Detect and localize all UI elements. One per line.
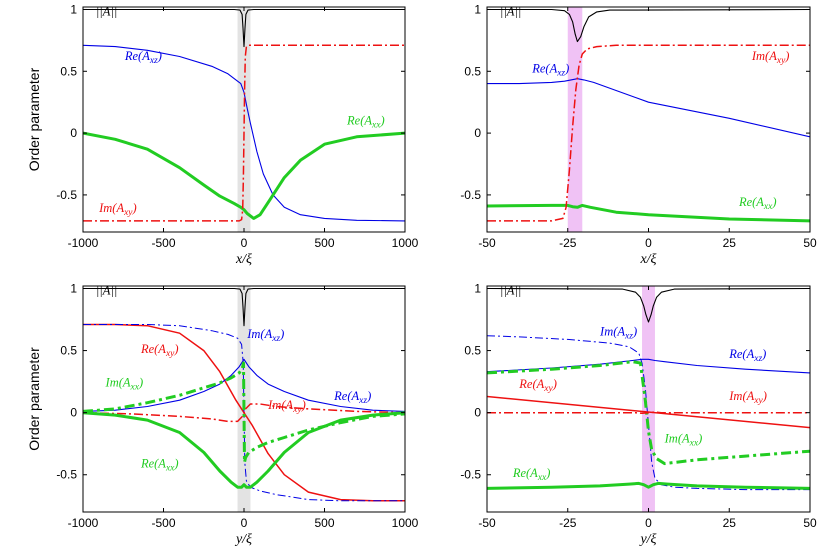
annotation-rexz: Re(Axz) [333,389,371,406]
shaded-region [642,286,655,512]
y-tick-label: 1 [474,281,481,295]
x-tick-label: 25 [723,236,737,250]
x-tick-label: 0 [645,516,652,530]
y-tick-label: -0.5 [56,188,77,202]
x-tick-label: 1000 [392,516,419,530]
y-axis-label: Order parameter [26,67,42,171]
x-axis-label: x/ξ [639,252,656,267]
x-axis-label: y/ξ [638,532,656,547]
annotation-imxz: Im(Axz) [599,325,637,342]
x-tick-label: -500 [151,516,175,530]
annotation-rexy: Re(Axy) [518,377,557,394]
annotation-rexx: Re(Axx) [738,195,777,212]
panel-bottom-left: -1000 -500 0 500 1000 1 0.5 0 -0.5 y/ξ Order param… [26,281,419,547]
y-tick-label: -0.5 [56,468,77,482]
panel-top-left: -1000 -500 0 500 1000 1 0.5 0 -0.5 x/ξ Order param… [26,2,419,267]
series-line-im-a-xy- [83,403,405,423]
x-tick-label: -50 [478,516,496,530]
x-tick-label: 500 [314,236,334,250]
x-tick-label: -1000 [68,236,99,250]
x-tick-label: 25 [723,516,737,530]
x-tick-label: 50 [803,516,817,530]
y-tick-label: 0.5 [464,64,481,78]
annotation-imxy: Im(Axy) [751,49,790,66]
series-line-re-a-xz- [487,78,810,138]
series-line---a-- [487,8,810,43]
x-tick-label: -50 [478,236,496,250]
shaded-region [567,7,583,232]
series-line---a-- [83,8,405,48]
x-tick-label: -25 [559,236,577,250]
x-axis-label: x/ξ [235,252,252,267]
y-tick-label: -0.5 [460,468,481,482]
annotation-rexx: Re(Axx) [512,466,551,483]
annotation-norm: ||A|| [96,5,117,19]
annotation-rexz: Re(Axz) [728,347,766,364]
annotation-rexz: Re(Axz) [531,62,569,79]
x-tick-label: -500 [151,236,175,250]
annotation-norm: ||A|| [500,284,521,298]
y-tick-label: -0.5 [460,188,481,202]
series-line-im-a-xy- [487,44,810,222]
x-tick-label: 1000 [392,236,419,250]
annotation-imxx: Im(Axx) [105,376,144,393]
y-tick-label: 0 [70,126,77,140]
series-line-re-a-xx- [487,203,810,223]
y-tick-label: 0 [70,406,77,420]
annotation-norm: ||A|| [500,5,521,19]
annotation-rexx: Re(Axx) [346,113,385,130]
annotation-imxx: Im(Axx) [664,431,703,448]
x-tick-label: -1000 [68,516,99,530]
annotation-imxy: Im(Axy) [267,398,306,415]
x-tick-label: 0 [241,516,248,530]
x-tick-label: -25 [559,516,577,530]
y-tick-label: 0 [474,406,481,420]
series-line---a-- [487,287,810,323]
series-line-re-a-xx- [83,131,405,220]
y-tick-label: 0.5 [60,64,77,78]
annotation-imxy: Im(Axy) [728,389,767,406]
y-tick-label: 1 [474,2,481,16]
panel-top-right: -50 -25 0 25 50 1 0.5 0 -0.5 x/ξ ||A|| Re(Axz) Im(Ax… [460,2,817,267]
series-line-re-a-xz- [83,358,405,412]
y-tick-label: 0.5 [60,344,77,358]
series-line---a-- [83,287,405,327]
annotation-imxy: Im(Axy) [98,201,137,218]
series-line-re-a-xx- [487,481,810,490]
y-tick-label: 1 [70,281,77,295]
annotation-rexz: Re(Axz) [124,49,162,66]
annotation-rexx: Re(Axx) [140,456,179,473]
x-tick-label: 50 [803,236,817,250]
panel-bottom-right: -50 -25 0 25 50 1 0.5 0 -0.5 y/ξ ||A|| Im(Axz) Re(Ax… [460,281,817,547]
series-line-re-a-xz- [83,44,405,222]
x-tick-label: 0 [645,236,652,250]
y-tick-label: 0.5 [464,344,481,358]
y-tick-label: 1 [70,2,77,16]
annotation-imxz: Im(Axz) [246,327,284,344]
series-line-im-a-xx- [487,360,810,466]
series-line-re-a-xx- [83,411,405,489]
series-line-re-a-xz- [487,358,810,374]
x-tick-label: 0 [241,236,248,250]
y-tick-label: 0 [474,126,481,140]
annotation-norm: ||A|| [96,284,117,298]
series-line-im-a-xy- [487,411,810,415]
series-line-im-a-xx- [83,361,405,464]
series-line-im-a-xy- [83,44,405,222]
x-axis-label: y/ξ [234,532,252,547]
y-axis-label: Order parameter [26,347,42,451]
annotation-rexy: Re(Axy) [140,342,179,359]
x-tick-label: 500 [314,516,334,530]
